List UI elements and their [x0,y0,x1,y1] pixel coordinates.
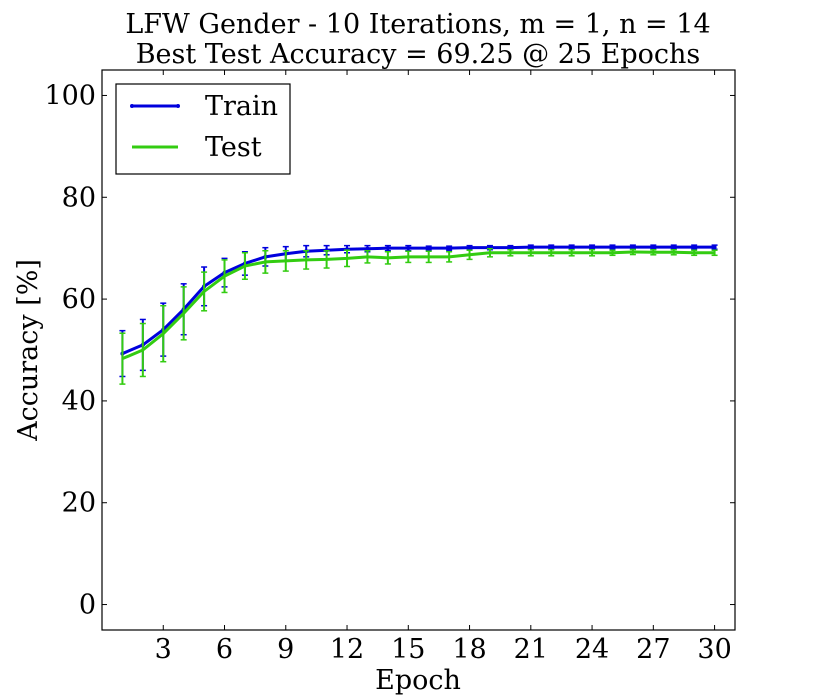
plot-frame [101,69,736,631]
x-tick-label: 24 [575,634,609,665]
chart-title: LFW Gender - 10 Iterations, m = 1, n = 1… [125,9,710,40]
y-tick-label: 60 [62,284,96,315]
x-tick-label: 27 [636,634,670,665]
train-point [671,245,676,250]
x-axis-label: Epoch [375,665,461,696]
legend-train-label: Train [205,91,278,122]
legend-test-label: Test [205,132,262,163]
x-tick-label: 3 [155,634,172,665]
train-point [528,245,533,250]
y-tick-label: 20 [62,488,96,519]
x-tick-label: 18 [452,634,486,665]
y-tick-label: 0 [79,590,96,621]
x-tick-label: 15 [391,634,425,665]
test-series-line [121,250,715,361]
train-point [569,245,574,250]
y-tick-label: 40 [62,386,96,417]
y-tick-label: 100 [44,80,96,111]
train-point [365,246,370,251]
legend: Train Test [115,83,291,175]
x-tick-label: 9 [277,634,294,665]
x-tick-label: 12 [330,634,364,665]
train-point [406,246,411,251]
series-layer [119,244,718,385]
legend-box [115,83,291,175]
train-point [385,246,390,251]
train-point [508,245,513,250]
x-tick-label: 6 [216,634,233,665]
train-point [549,245,554,250]
y-axis-label: Accuracy [%] [13,259,44,442]
train-point [426,246,431,251]
legend-train-marker-left [130,104,134,108]
train-point [610,245,615,250]
train-point [467,245,472,250]
train-point [692,245,697,250]
x-tick-label: 21 [514,634,548,665]
train-point [630,245,635,250]
chart-subtitle: Best Test Accuracy = 69.25 @ 25 Epochs [136,39,701,70]
train-point [447,246,452,251]
y-tick-label: 80 [62,182,96,213]
text-layer: LFW Gender - 10 Iterations, m = 1, n = 1… [13,9,711,696]
train-point [590,245,595,250]
train-series-line [121,245,715,355]
train-point [651,245,656,250]
train-point [712,245,717,250]
x-tick-label: 30 [697,634,731,665]
legend-train-marker-right [176,104,180,108]
